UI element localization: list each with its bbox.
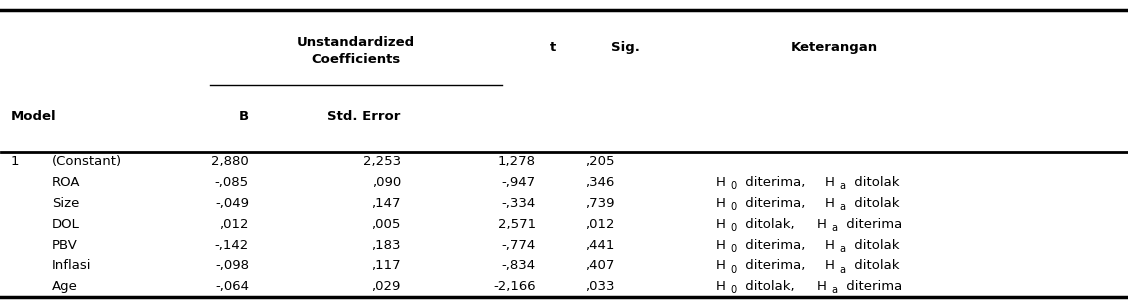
Text: H: H [716,218,725,231]
Text: a: a [839,265,846,275]
Text: Sig.: Sig. [611,42,641,55]
Text: 1: 1 [10,155,19,168]
Text: ROA: ROA [52,176,80,189]
Text: diterima,: diterima, [741,238,809,251]
Text: H: H [825,176,835,189]
Text: a: a [831,223,838,233]
Text: ,012: ,012 [220,218,249,231]
Text: t: t [549,42,556,55]
Text: H: H [716,280,725,293]
Text: H: H [716,259,725,272]
Text: ,739: ,739 [585,197,615,210]
Text: Std. Error: Std. Error [327,111,400,124]
Text: ditolak: ditolak [849,197,899,210]
Text: 0: 0 [731,265,737,275]
Text: -,334: -,334 [502,197,536,210]
Text: ditolak: ditolak [849,238,899,251]
Text: ,441: ,441 [585,238,615,251]
Text: ,407: ,407 [585,259,615,272]
Text: H: H [825,259,835,272]
Text: -,947: -,947 [502,176,536,189]
Text: DOL: DOL [52,218,80,231]
Text: diterima,: diterima, [741,259,809,272]
Text: -,064: -,064 [215,280,249,293]
Text: H: H [716,176,725,189]
Text: a: a [839,244,846,254]
Text: PBV: PBV [52,238,78,251]
Text: ditolak,: ditolak, [741,218,799,231]
Text: 2,571: 2,571 [497,218,536,231]
Text: 0: 0 [731,181,737,191]
Text: Size: Size [52,197,79,210]
Text: ,147: ,147 [371,197,400,210]
Text: (Constant): (Constant) [52,155,122,168]
Text: a: a [831,285,838,295]
Text: diterima,: diterima, [741,197,809,210]
Text: B: B [239,111,249,124]
Text: diterima: diterima [841,218,902,231]
Text: 2,880: 2,880 [211,155,249,168]
Text: diterima,: diterima, [741,176,809,189]
Text: H: H [817,218,827,231]
Text: ,033: ,033 [585,280,615,293]
Text: Inflasi: Inflasi [52,259,91,272]
Text: -,049: -,049 [215,197,249,210]
Text: 0: 0 [731,285,737,295]
Text: -,774: -,774 [502,238,536,251]
Text: ditolak,: ditolak, [741,280,799,293]
Text: -,098: -,098 [215,259,249,272]
Text: ,117: ,117 [371,259,400,272]
Text: -,142: -,142 [214,238,249,251]
Text: ,005: ,005 [371,218,400,231]
Text: -,834: -,834 [502,259,536,272]
Text: diterima: diterima [841,280,902,293]
Text: -2,166: -2,166 [493,280,536,293]
Text: ditolak: ditolak [849,176,899,189]
Text: H: H [817,280,827,293]
Text: 2,253: 2,253 [363,155,400,168]
Text: ,090: ,090 [371,176,400,189]
Text: Model: Model [10,111,56,124]
Text: a: a [839,202,846,212]
Text: H: H [825,238,835,251]
Text: H: H [825,197,835,210]
Text: H: H [716,197,725,210]
Text: 0: 0 [731,223,737,233]
Text: ,183: ,183 [371,238,400,251]
Text: H: H [716,238,725,251]
Text: ,205: ,205 [585,155,615,168]
Text: a: a [839,181,846,191]
Text: ,029: ,029 [371,280,400,293]
Text: Keterangan: Keterangan [791,42,878,55]
Text: -,085: -,085 [214,176,249,189]
Text: ,346: ,346 [585,176,615,189]
Text: ,012: ,012 [585,218,615,231]
Text: Age: Age [52,280,78,293]
Text: ditolak: ditolak [849,259,899,272]
Text: 1,278: 1,278 [497,155,536,168]
Text: 0: 0 [731,244,737,254]
Text: Unstandardized
Coefficients: Unstandardized Coefficients [297,36,415,66]
Text: 0: 0 [731,202,737,212]
